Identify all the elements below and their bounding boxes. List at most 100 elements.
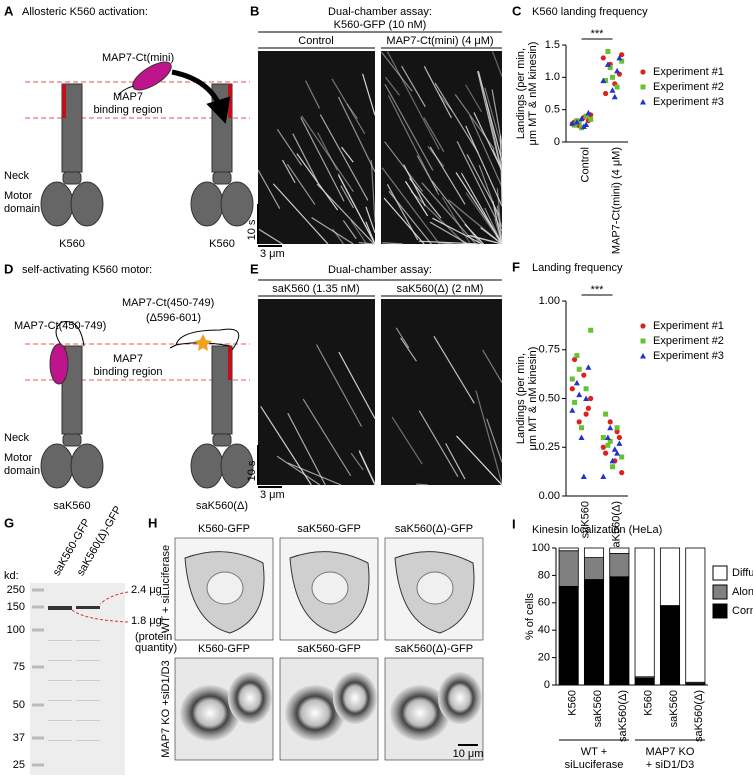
group-label: + siD1/D3 bbox=[646, 759, 695, 771]
amount-link bbox=[71, 609, 129, 623]
amount-link bbox=[99, 591, 129, 605]
motor-head bbox=[70, 443, 104, 489]
motor-head bbox=[190, 443, 224, 489]
significance-label: *** bbox=[591, 284, 605, 296]
data-point bbox=[614, 450, 621, 456]
data-point bbox=[607, 65, 613, 71]
trajectory bbox=[287, 412, 326, 486]
trajectory bbox=[341, 146, 354, 163]
trajectory bbox=[383, 197, 425, 245]
trajectory bbox=[370, 160, 376, 223]
marker-label: 25 bbox=[13, 759, 25, 771]
x-tick-label: saK560 bbox=[579, 501, 591, 538]
protein-band bbox=[48, 606, 72, 610]
condition-label: saK560(Δ) (2 nM) bbox=[397, 283, 484, 295]
legend-label: Corner MTs bbox=[732, 605, 753, 617]
data-point bbox=[600, 473, 607, 479]
faint-band bbox=[76, 680, 100, 681]
panel-title: Dual-chamber assay: bbox=[328, 264, 432, 276]
bar-segment bbox=[583, 547, 605, 558]
legend-swatch bbox=[712, 603, 728, 619]
y-axis-label: Landings (per min, bbox=[515, 48, 527, 139]
marker-label: 75 bbox=[13, 661, 25, 673]
trajectory bbox=[432, 217, 483, 245]
trajectory bbox=[381, 51, 413, 92]
data-point bbox=[600, 435, 606, 440]
data-point bbox=[572, 399, 578, 405]
trajectory bbox=[482, 349, 503, 383]
data-point bbox=[614, 429, 620, 435]
data-point bbox=[619, 52, 625, 58]
marker-label: 100 bbox=[7, 624, 25, 636]
data-point bbox=[607, 424, 614, 431]
data-point bbox=[609, 457, 616, 464]
trajectory bbox=[257, 228, 283, 245]
data-point bbox=[605, 442, 611, 448]
trajectory bbox=[388, 190, 432, 245]
data-point bbox=[604, 434, 611, 440]
column-label: saK560-GFP bbox=[297, 643, 361, 655]
trajectory bbox=[350, 220, 368, 245]
row-label: MAP7 KO +siD1/D3 bbox=[160, 660, 172, 758]
trajectory bbox=[358, 450, 376, 485]
neck-label: Neck bbox=[4, 432, 30, 444]
data-point bbox=[583, 113, 589, 119]
data-point bbox=[569, 407, 576, 413]
ligand bbox=[49, 343, 69, 385]
bar-segment bbox=[659, 547, 681, 606]
legend-swatch bbox=[712, 565, 728, 581]
cell bbox=[333, 672, 377, 724]
panel-letter: F bbox=[512, 259, 520, 274]
binding-site bbox=[228, 84, 232, 118]
trajectory bbox=[257, 169, 281, 210]
trajectory bbox=[475, 390, 503, 484]
faint-band bbox=[76, 640, 100, 641]
data-point bbox=[583, 395, 590, 401]
region-label: binding region bbox=[93, 366, 162, 378]
chart-title: Kinesin localization (HeLa) bbox=[532, 524, 662, 536]
scale-label: 10 s bbox=[246, 460, 258, 481]
trajectory bbox=[421, 182, 477, 245]
bar-segment bbox=[685, 547, 706, 683]
neck-label: Neck bbox=[4, 170, 30, 182]
trajectory bbox=[433, 335, 475, 404]
data-point bbox=[603, 78, 609, 84]
neck bbox=[212, 171, 232, 185]
marker-label: 250 bbox=[7, 584, 25, 596]
data-point bbox=[603, 411, 609, 417]
cell bbox=[228, 672, 272, 724]
faint-band bbox=[48, 640, 72, 641]
kymograph bbox=[381, 299, 502, 485]
y-tick-label: 60 bbox=[538, 597, 550, 609]
legend-label: Experiment #2 bbox=[653, 81, 724, 93]
data-point bbox=[588, 395, 594, 402]
bar-segment bbox=[634, 547, 655, 678]
panel-title: Allosteric K560 activation: bbox=[22, 6, 148, 18]
trajectory bbox=[365, 206, 376, 234]
faint-band bbox=[76, 740, 100, 741]
row-label: WT + siLuciferase bbox=[160, 545, 172, 633]
x-tick-label: saK560(Δ) bbox=[617, 690, 629, 742]
group-label: WT + bbox=[581, 746, 607, 758]
data-point bbox=[585, 364, 592, 370]
x-tick-label: saK560(Δ) bbox=[610, 501, 622, 553]
data-point bbox=[610, 74, 615, 80]
trajectory bbox=[338, 174, 376, 245]
data-point bbox=[569, 120, 576, 126]
y-tick-label: 40 bbox=[538, 624, 550, 636]
data-point bbox=[640, 99, 646, 105]
column-label: saK560(Δ)-GFP bbox=[395, 643, 473, 655]
y-tick-label: 0 bbox=[544, 679, 550, 691]
condition-label: Control bbox=[298, 35, 333, 47]
linker bbox=[55, 321, 85, 347]
trajectory bbox=[276, 128, 303, 166]
data-point bbox=[572, 356, 578, 363]
kymograph bbox=[258, 299, 375, 485]
column-label: saK560(Δ)-GFP bbox=[395, 523, 473, 535]
y-tick-label: 0.5 bbox=[545, 104, 560, 116]
neck bbox=[212, 433, 232, 447]
trajectory bbox=[358, 242, 376, 245]
bar-segment bbox=[634, 677, 655, 686]
legend-label: Diffuse bbox=[732, 567, 753, 579]
bar-segment bbox=[558, 585, 579, 686]
